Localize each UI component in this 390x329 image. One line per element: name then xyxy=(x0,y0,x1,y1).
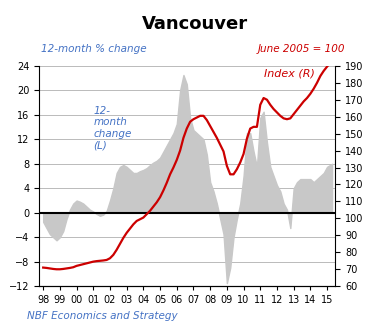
Text: 12-month % change: 12-month % change xyxy=(41,44,147,54)
Text: 12-
month
change
(L): 12- month change (L) xyxy=(93,106,132,150)
Text: Vancouver: Vancouver xyxy=(142,15,248,33)
Text: NBF Economics and Strategy: NBF Economics and Strategy xyxy=(27,311,178,321)
Text: Index (R): Index (R) xyxy=(264,69,314,79)
Text: June 2005 = 100: June 2005 = 100 xyxy=(258,44,345,54)
